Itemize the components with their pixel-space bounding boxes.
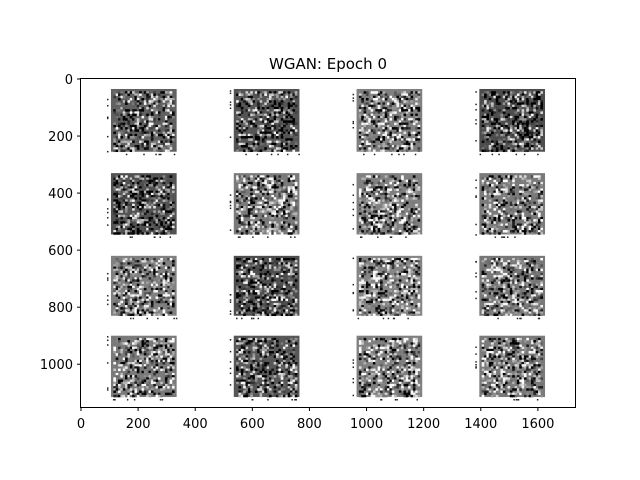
y-tick-label: 200: [48, 130, 73, 145]
image-panel-r1-c4: [475, 88, 546, 156]
image-panel-r4-c4: [475, 335, 546, 401]
x-tick-label: 1600: [521, 417, 554, 432]
x-tick-label: 800: [297, 417, 322, 432]
image-panel-r3-c3: [352, 255, 423, 320]
image-panel-r3-c4: [475, 255, 546, 320]
x-axis-ticks: 0 200 400 600 800 1000 1200 1400 1600: [77, 407, 554, 432]
x-tick-label: 400: [183, 417, 208, 432]
x-tick-label: 200: [126, 417, 151, 432]
y-tick-label: 1000: [40, 358, 73, 373]
y-axis-ticks: 0 200 400 600 800 1000: [40, 73, 81, 373]
plot-frame: [80, 78, 576, 408]
image-panel-r1-c1: [106, 88, 177, 156]
image-panel-r4-c3: [352, 335, 423, 401]
image-panel-r2-c4: [475, 173, 546, 238]
y-tick-label: 600: [48, 244, 73, 259]
image-panel-r4-c2: [229, 335, 300, 401]
y-tick-label: 400: [48, 187, 73, 202]
image-panel-r2-c3: [352, 173, 423, 238]
image-panel-r1-c3: [352, 88, 423, 156]
y-tick-label: 800: [48, 301, 73, 316]
y-tick-label: 0: [65, 73, 73, 88]
x-tick-label: 1200: [407, 417, 440, 432]
image-panel-r2-c2: [229, 173, 300, 238]
image-panels: [106, 88, 546, 401]
chart-title: WGAN: Epoch 0: [269, 55, 387, 73]
image-panel-r4-c1: [106, 335, 177, 401]
x-tick-label: 1000: [350, 417, 383, 432]
image-panel-r2-c1: [106, 173, 177, 238]
x-tick-label: 1400: [464, 417, 497, 432]
x-tick-label: 600: [240, 417, 265, 432]
image-panel-r1-c2: [229, 88, 300, 156]
image-panel-r3-c1: [106, 255, 178, 320]
x-tick-label: 0: [77, 417, 85, 432]
image-panel-r3-c2: [229, 255, 300, 320]
